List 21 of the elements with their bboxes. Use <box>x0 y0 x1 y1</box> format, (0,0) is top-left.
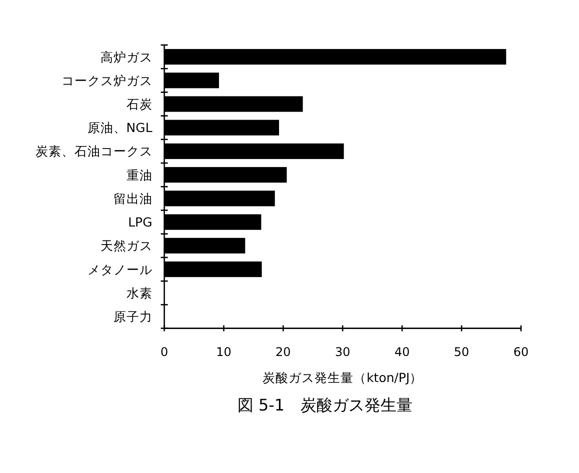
y-tick-label: 炭素、石油コークス <box>35 144 152 159</box>
y-tick-label: 高炉ガス <box>100 49 152 64</box>
x-tick-label: 50 <box>454 344 470 359</box>
x-tick-label: 10 <box>216 344 232 359</box>
y-tick-label: LPG <box>128 214 152 230</box>
y-tick-label: 原油、NGL <box>87 120 152 136</box>
y-tick-label: メタノール <box>87 262 152 277</box>
x-axis-title: 炭酸ガス発生量（kton/PJ） <box>262 370 423 385</box>
y-tick-label: 天然ガス <box>100 238 152 254</box>
text: 図 5-1 炭酸ガス発生量 <box>237 396 413 414</box>
x-tick-label: 30 <box>335 344 350 359</box>
x-tick-label: 40 <box>394 344 410 359</box>
y-tick-label: 重油 <box>126 167 152 182</box>
y-tick-label: 留出油 <box>113 190 152 206</box>
y-tick-label: コークス炉ガス <box>61 72 152 88</box>
x-tick-label: 60 <box>513 344 529 359</box>
y-tick-label: 石炭 <box>126 96 152 112</box>
y-tick-label: 原子力 <box>113 308 152 324</box>
x-tick-label: 20 <box>276 344 291 359</box>
x-tick-label: 0 <box>160 344 168 359</box>
y-tick-label: 水素 <box>126 285 152 300</box>
